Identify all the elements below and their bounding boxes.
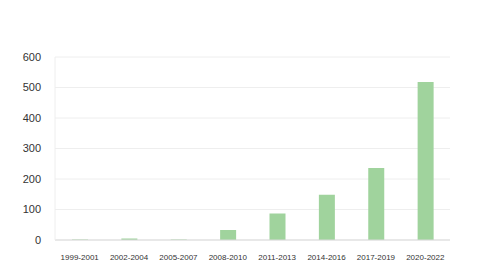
svg-text:400: 400 bbox=[23, 112, 41, 124]
svg-text:2002-2004: 2002-2004 bbox=[110, 253, 149, 262]
svg-text:2020-2022: 2020-2022 bbox=[406, 253, 445, 262]
svg-text:100: 100 bbox=[23, 203, 41, 215]
svg-text:2005-2007: 2005-2007 bbox=[159, 253, 198, 262]
svg-text:1999-2001: 1999-2001 bbox=[61, 253, 100, 262]
svg-text:2017-2019: 2017-2019 bbox=[357, 253, 396, 262]
svg-text:2014-2016: 2014-2016 bbox=[307, 253, 346, 262]
svg-text:200: 200 bbox=[23, 173, 41, 185]
svg-text:2011-2013: 2011-2013 bbox=[258, 253, 296, 262]
svg-text:2008-2010: 2008-2010 bbox=[209, 253, 248, 262]
svg-text:0: 0 bbox=[35, 234, 41, 246]
svg-text:300: 300 bbox=[23, 142, 41, 154]
svg-text:600: 600 bbox=[23, 51, 41, 63]
svg-text:500: 500 bbox=[23, 81, 41, 93]
